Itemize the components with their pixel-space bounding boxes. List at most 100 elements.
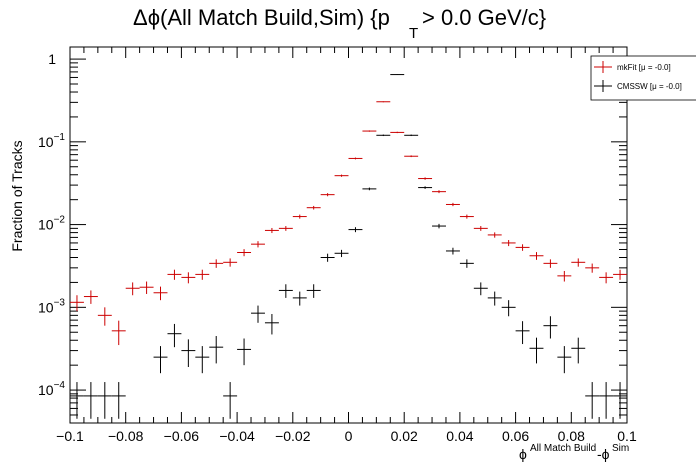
data-point bbox=[70, 382, 84, 419]
legend-box bbox=[590, 55, 696, 101]
x-axis-title-phi-1: ϕ bbox=[519, 446, 527, 462]
y-tick-label: 10−1 bbox=[38, 132, 65, 150]
data-point bbox=[599, 382, 614, 419]
series-mkfit bbox=[70, 101, 627, 346]
data-point bbox=[501, 300, 516, 317]
data-point bbox=[529, 252, 544, 260]
data-point bbox=[167, 323, 182, 348]
x-tick-label: −0.06 bbox=[164, 428, 200, 444]
data-point bbox=[153, 346, 168, 374]
y-tick-label: 10−2 bbox=[38, 215, 65, 233]
data-point bbox=[529, 337, 544, 364]
data-point bbox=[320, 193, 335, 197]
data-point bbox=[251, 305, 265, 323]
data-point bbox=[97, 307, 112, 326]
data-point bbox=[418, 186, 433, 189]
data-point bbox=[557, 346, 572, 374]
data-point bbox=[278, 226, 293, 231]
data-point bbox=[459, 259, 474, 268]
data-point bbox=[613, 382, 627, 419]
data-point bbox=[223, 258, 238, 267]
data-point bbox=[543, 259, 558, 268]
data-point bbox=[278, 284, 293, 298]
y-tick-base: 1 bbox=[48, 51, 56, 67]
x-axis-title-sup-1: All Match Build bbox=[530, 443, 596, 454]
data-point bbox=[599, 272, 614, 284]
data-point bbox=[445, 202, 460, 207]
data-point bbox=[501, 240, 516, 247]
y-tick-label: 1 bbox=[48, 51, 56, 67]
x-axis: −0.1 −0.08 −0.06 −0.04 −0.02 0 0.02 0.04 0.06 0.0… bbox=[56, 47, 637, 444]
data-point bbox=[209, 259, 224, 268]
data-point bbox=[445, 247, 460, 255]
data-point bbox=[473, 226, 488, 231]
data-point bbox=[125, 282, 140, 296]
legend: mkFit [μ = -0.0] CMSSW [μ = -0.0] bbox=[590, 55, 696, 101]
x-tick-label: 0 bbox=[345, 428, 353, 444]
y-tick-base: 10 bbox=[38, 382, 54, 398]
data-point bbox=[571, 258, 586, 267]
data-point bbox=[83, 290, 98, 304]
x-tick-label: 0.06 bbox=[502, 428, 529, 444]
data-point bbox=[334, 174, 349, 177]
data-point bbox=[390, 74, 405, 76]
y-tick-exponent: −1 bbox=[54, 132, 66, 143]
x-tick-label: −0.1 bbox=[56, 428, 84, 444]
data-point bbox=[515, 321, 530, 345]
data-point bbox=[237, 338, 252, 366]
data-point bbox=[153, 286, 168, 301]
y-tick-exponent: −2 bbox=[54, 215, 66, 226]
data-point bbox=[348, 157, 363, 160]
data-point bbox=[195, 269, 210, 280]
chart-title: Δϕ(All Match Build,Sim) {p T > 0.0 GeV/c… bbox=[133, 5, 546, 42]
data-point bbox=[585, 263, 600, 273]
x-tick-label: −0.08 bbox=[108, 428, 144, 444]
data-point bbox=[362, 187, 377, 191]
y-tick-base: 10 bbox=[38, 299, 54, 315]
data-point bbox=[292, 214, 307, 219]
data-point bbox=[167, 269, 182, 280]
data-point bbox=[111, 382, 126, 419]
x-tick-label: 0.02 bbox=[391, 428, 418, 444]
chart-title-tail: > 0.0 GeV/c} bbox=[422, 5, 546, 30]
y-tick-label: 10−4 bbox=[38, 380, 65, 398]
data-point bbox=[348, 227, 363, 233]
x-axis-title-sup-2: Sim bbox=[612, 443, 629, 454]
y-tick-exponent: −4 bbox=[54, 380, 66, 391]
data-point bbox=[306, 205, 321, 210]
data-series bbox=[70, 74, 627, 419]
data-point bbox=[487, 232, 502, 238]
data-point bbox=[139, 281, 154, 294]
y-tick-base: 10 bbox=[38, 134, 54, 150]
data-point bbox=[97, 382, 112, 419]
data-point bbox=[334, 249, 349, 258]
data-point bbox=[237, 249, 252, 257]
data-point bbox=[111, 320, 126, 346]
data-point bbox=[432, 223, 446, 229]
data-point bbox=[264, 227, 279, 234]
data-point bbox=[613, 269, 627, 280]
data-point bbox=[418, 177, 433, 180]
chart-title-subscript: T bbox=[409, 25, 418, 42]
data-point bbox=[473, 282, 488, 296]
legend-mkfit-label: mkFit [μ = -0.0] bbox=[617, 63, 671, 72]
data-point bbox=[432, 190, 446, 194]
x-tick-label: 0.04 bbox=[446, 428, 473, 444]
data-point bbox=[223, 382, 238, 419]
data-point bbox=[292, 291, 307, 306]
y-tick-label: 10−3 bbox=[38, 297, 65, 315]
legend-cmssw-label: CMSSW [μ = -0.0] bbox=[617, 82, 682, 91]
data-point bbox=[181, 339, 196, 368]
x-tick-label: −0.04 bbox=[219, 428, 255, 444]
data-point bbox=[195, 346, 210, 374]
data-point bbox=[362, 130, 377, 132]
y-tick-exponent: −3 bbox=[54, 297, 66, 308]
data-point bbox=[181, 272, 196, 284]
data-point bbox=[585, 382, 600, 419]
data-point bbox=[404, 155, 419, 158]
data-point bbox=[376, 134, 391, 137]
x-tick-label: −0.02 bbox=[275, 428, 311, 444]
data-point bbox=[251, 241, 265, 248]
